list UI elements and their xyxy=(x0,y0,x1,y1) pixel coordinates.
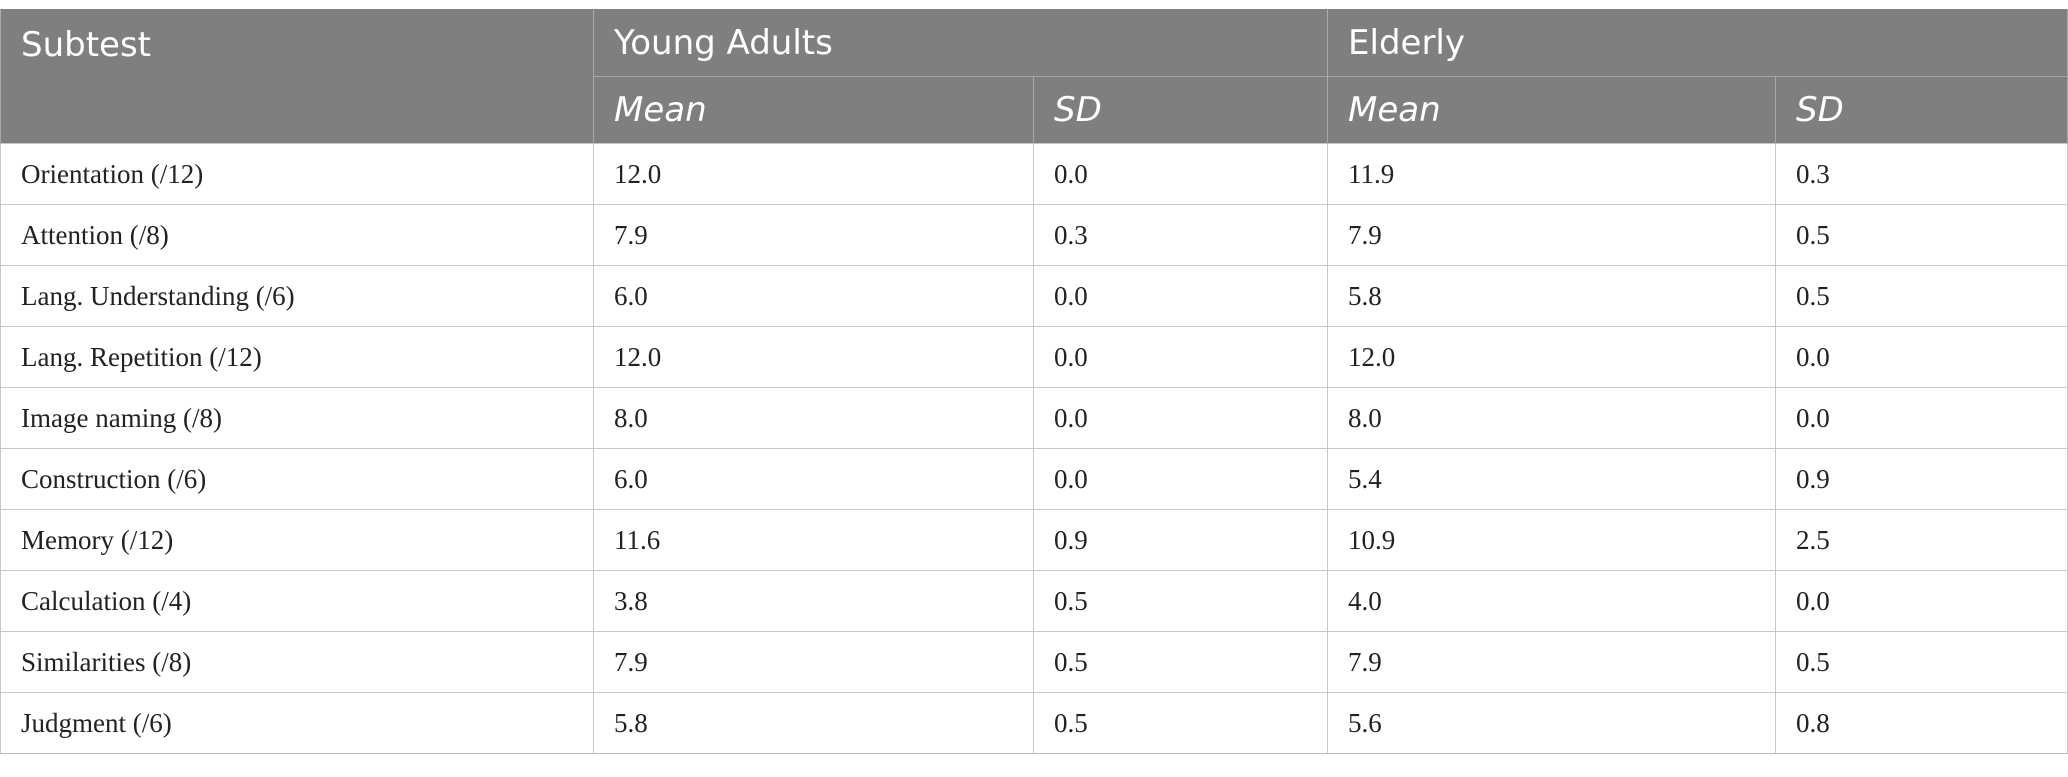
young-adults-mean-cell: 7.9 xyxy=(593,204,1034,266)
young-adults-mean-cell: 12.0 xyxy=(593,143,1034,205)
young-adults-mean-cell: 3.8 xyxy=(593,570,1034,632)
young-adults-sd-cell: 0.0 xyxy=(1032,265,1329,327)
elderly-sd-cell: 0.3 xyxy=(1775,143,2068,205)
elderly-mean-header: Mean xyxy=(1327,76,1777,144)
elderly-sd-cell: 0.5 xyxy=(1775,631,2068,693)
subtest-cell: Lang. Understanding (/6) xyxy=(0,265,594,327)
young-adults-mean-cell: 5.8 xyxy=(593,692,1034,754)
results-table-container: Subtest Young Adults Elderly Mean SD Mea… xyxy=(0,9,2068,754)
table-row: Similarities (/8) 7.9 0.5 7.9 0.5 xyxy=(0,631,2068,693)
subtest-cell: Memory (/12) xyxy=(0,509,594,571)
elderly-sd-cell: 0.0 xyxy=(1775,387,2068,449)
young-adults-mean-cell: 6.0 xyxy=(593,448,1034,510)
elderly-sd-cell: 0.0 xyxy=(1775,326,2068,388)
elderly-mean-cell: 10.9 xyxy=(1327,509,1777,571)
subtest-cell: Calculation (/4) xyxy=(0,570,594,632)
elderly-mean-cell: 7.9 xyxy=(1327,631,1777,693)
elderly-mean-cell: 5.6 xyxy=(1327,692,1777,754)
elderly-mean-cell: 5.8 xyxy=(1327,265,1777,327)
subtest-cell: Judgment (/6) xyxy=(0,692,594,754)
young-adults-mean-cell: 7.9 xyxy=(593,631,1034,693)
table-header: Subtest Young Adults Elderly Mean SD Mea… xyxy=(0,9,2068,144)
young-adults-sd-cell: 0.5 xyxy=(1032,570,1329,632)
elderly-sd-cell: 0.5 xyxy=(1775,265,2068,327)
subtest-results-table: Subtest Young Adults Elderly Mean SD Mea… xyxy=(0,9,2068,754)
table-row: Judgment (/6) 5.8 0.5 5.6 0.8 xyxy=(0,692,2068,754)
table-row: Orientation (/12) 12.0 0.0 11.9 0.3 xyxy=(0,143,2068,205)
young-adults-mean-cell: 8.0 xyxy=(593,387,1034,449)
young-adults-sd-cell: 0.9 xyxy=(1032,509,1329,571)
young-adults-sd-cell: 0.0 xyxy=(1032,326,1329,388)
subtest-cell: Attention (/8) xyxy=(0,204,594,266)
elderly-mean-cell: 7.9 xyxy=(1327,204,1777,266)
elderly-mean-cell: 11.9 xyxy=(1327,143,1777,205)
subtest-cell: Construction (/6) xyxy=(0,448,594,510)
elderly-sd-cell: 0.0 xyxy=(1775,570,2068,632)
young-adults-sd-cell: 0.5 xyxy=(1032,631,1329,693)
elderly-group-header: Elderly xyxy=(1327,9,2068,77)
young-adults-sd-cell: 0.0 xyxy=(1032,448,1329,510)
elderly-sd-cell: 0.5 xyxy=(1775,204,2068,266)
subtest-cell: Lang. Repetition (/12) xyxy=(0,326,594,388)
young-adults-sd-cell: 0.5 xyxy=(1032,692,1329,754)
elderly-sd-cell: 0.8 xyxy=(1775,692,2068,754)
header-row-stats: Mean SD Mean SD xyxy=(1,76,2068,144)
young-adults-sd-cell: 0.3 xyxy=(1032,204,1329,266)
elderly-sd-cell: 0.9 xyxy=(1775,448,2068,510)
table-row: Lang. Repetition (/12) 12.0 0.0 12.0 0.0 xyxy=(0,326,2068,388)
elderly-mean-cell: 4.0 xyxy=(1327,570,1777,632)
young-adults-mean-cell: 12.0 xyxy=(593,326,1034,388)
elderly-mean-cell: 12.0 xyxy=(1327,326,1777,388)
subtest-cell: Similarities (/8) xyxy=(0,631,594,693)
header-row-groups: Subtest Young Adults Elderly xyxy=(0,9,2068,144)
young-adults-sd-cell: 0.0 xyxy=(1032,387,1329,449)
table-row: Attention (/8) 7.9 0.3 7.9 0.5 xyxy=(0,204,2068,266)
table-row: Image naming (/8) 8.0 0.0 8.0 0.0 xyxy=(0,387,2068,449)
elderly-mean-cell: 8.0 xyxy=(1327,387,1777,449)
young-adults-mean-header: Mean xyxy=(593,76,1034,144)
table-row: Memory (/12) 11.6 0.9 10.9 2.5 xyxy=(0,509,2068,571)
subtest-cell: Orientation (/12) xyxy=(0,143,594,205)
table-body: Orientation (/12) 12.0 0.0 11.9 0.3 Atte… xyxy=(0,143,2068,754)
young-adults-mean-cell: 11.6 xyxy=(593,509,1034,571)
subtest-column-header: Subtest xyxy=(0,9,594,144)
elderly-sd-header: SD xyxy=(1775,76,2068,144)
table-row: Construction (/6) 6.0 0.0 5.4 0.9 xyxy=(0,448,2068,510)
table-row: Lang. Understanding (/6) 6.0 0.0 5.8 0.5 xyxy=(0,265,2068,327)
table-row: Calculation (/4) 3.8 0.5 4.0 0.0 xyxy=(0,570,2068,632)
young-adults-sd-cell: 0.0 xyxy=(1032,143,1329,205)
subtest-cell: Image naming (/8) xyxy=(0,387,594,449)
elderly-mean-cell: 5.4 xyxy=(1327,448,1777,510)
young-adults-group-header: Young Adults xyxy=(592,9,1329,77)
young-adults-mean-cell: 6.0 xyxy=(593,265,1034,327)
elderly-sd-cell: 2.5 xyxy=(1775,509,2068,571)
young-adults-sd-header: SD xyxy=(1032,76,1329,144)
